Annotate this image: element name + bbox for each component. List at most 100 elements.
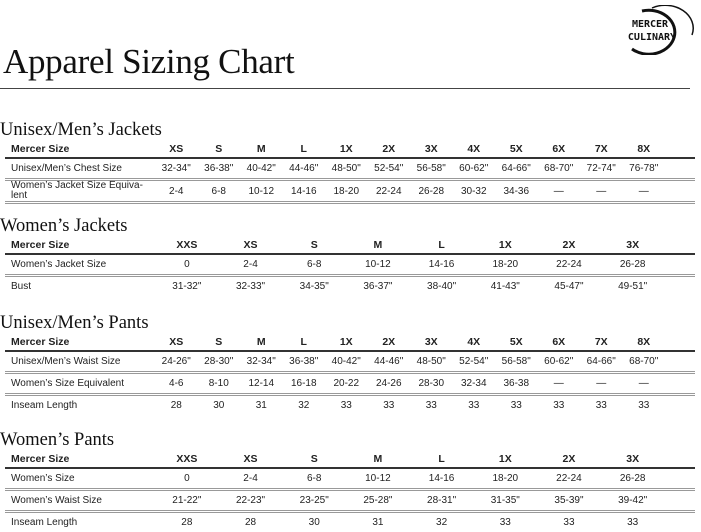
table-cell: 14-16 — [410, 468, 474, 490]
table-cell: 26-28 — [410, 180, 453, 203]
table-cell: 52-54" — [453, 351, 496, 373]
table-cell: 31 — [346, 512, 410, 532]
table-cell: 68-70" — [538, 158, 581, 180]
table-cell: 72-74" — [580, 158, 623, 180]
table-cell: 33 — [537, 512, 601, 532]
table-cell: 22-24 — [537, 468, 601, 490]
table-cell: 36-38" — [283, 351, 326, 373]
section-title: Unisex/Men’s Jackets — [0, 120, 701, 140]
table-spacer — [665, 395, 695, 416]
table-cell: — — [538, 373, 581, 395]
table-cell: M — [240, 140, 283, 158]
table-cell: 7X — [580, 140, 623, 158]
row-label: Women’s Jacket Size — [5, 254, 155, 276]
table-cell: L — [410, 450, 474, 468]
page-title: Apparel Sizing Chart — [3, 42, 294, 82]
table-cell: 3X — [410, 140, 453, 158]
table-cell: 4X — [453, 140, 496, 158]
table-cell: 10-12 — [346, 254, 410, 276]
table-cell: 26-28 — [601, 468, 665, 490]
table-cell: 2X — [537, 236, 601, 254]
table-spacer — [665, 236, 696, 254]
table-cell: 33 — [325, 395, 368, 416]
table-cell: 14-16 — [283, 180, 326, 203]
table-cell: 10-12 — [346, 468, 410, 490]
table-cell: 26-28 — [601, 254, 665, 276]
table-cell: 14-16 — [410, 254, 474, 276]
table-cell: M — [240, 333, 283, 351]
row-label: Mercer Size — [5, 333, 155, 351]
table-cell: 44-46" — [283, 158, 326, 180]
table-cell: 36-37" — [346, 276, 410, 297]
section-title: Women’s Jackets — [0, 216, 701, 236]
table-cell: 1X — [473, 450, 537, 468]
table-cell: 1X — [325, 140, 368, 158]
table-cell: 32-33" — [219, 276, 283, 297]
table-cell: 5X — [495, 140, 538, 158]
table-spacer — [665, 351, 695, 373]
section-title: Women’s Pants — [0, 430, 701, 450]
table-cell: 31 — [240, 395, 283, 416]
table-cell: 2X — [368, 333, 411, 351]
table-cell: 1X — [473, 236, 537, 254]
table-spacer — [665, 158, 695, 180]
table-cell: 2X — [537, 450, 601, 468]
table-cell: 5X — [495, 333, 538, 351]
table-cell: 44-46" — [368, 351, 411, 373]
table-spacer — [665, 254, 696, 276]
row-label: Unisex/Men’s Waist Size — [5, 351, 155, 373]
table-cell: 33 — [453, 395, 496, 416]
table-cell: 28 — [155, 512, 219, 532]
table-cell: 39-42" — [601, 490, 665, 512]
row-label: Mercer Size — [5, 450, 155, 468]
table-cell: 6-8 — [282, 254, 346, 276]
table-cell: 10-12 — [240, 180, 283, 203]
table-cell: 33 — [601, 512, 665, 532]
table-cell: XS — [155, 333, 198, 351]
table-cell: — — [538, 180, 581, 203]
table-cell: 31-35" — [473, 490, 537, 512]
mercer-culinary-logo: MERCER CULINARY — [612, 5, 698, 55]
table-cell: 28 — [219, 512, 283, 532]
table-cell: 22-23" — [219, 490, 283, 512]
table-cell: 48-50" — [410, 351, 453, 373]
table-spacer — [665, 373, 695, 395]
table-spacer — [665, 490, 696, 512]
table-cell: 33 — [473, 512, 537, 532]
table-cell: 7X — [580, 333, 623, 351]
row-label: Inseam Length — [5, 512, 155, 532]
table-cell: 33 — [368, 395, 411, 416]
table-cell: L — [283, 140, 326, 158]
table-cell: M — [346, 450, 410, 468]
table-cell: 28-31" — [410, 490, 474, 512]
table-cell: M — [346, 236, 410, 254]
table-cell: XS — [219, 450, 283, 468]
table-cell: 32 — [410, 512, 474, 532]
table-cell: 6X — [538, 333, 581, 351]
table-cell: 20-22 — [325, 373, 368, 395]
table-cell: 34-35" — [282, 276, 346, 297]
table-cell: 12-14 — [240, 373, 283, 395]
table-cell: 60-62" — [453, 158, 496, 180]
table-cell: 33 — [580, 395, 623, 416]
table-cell: 18-20 — [473, 254, 537, 276]
table-cell: — — [580, 373, 623, 395]
table-cell: 6X — [538, 140, 581, 158]
table-spacer — [665, 468, 696, 490]
table-cell: XXS — [155, 236, 219, 254]
table-cell: 8-10 — [198, 373, 241, 395]
table-cell: 34-36 — [495, 180, 538, 203]
table-cell: 32-34" — [155, 158, 198, 180]
